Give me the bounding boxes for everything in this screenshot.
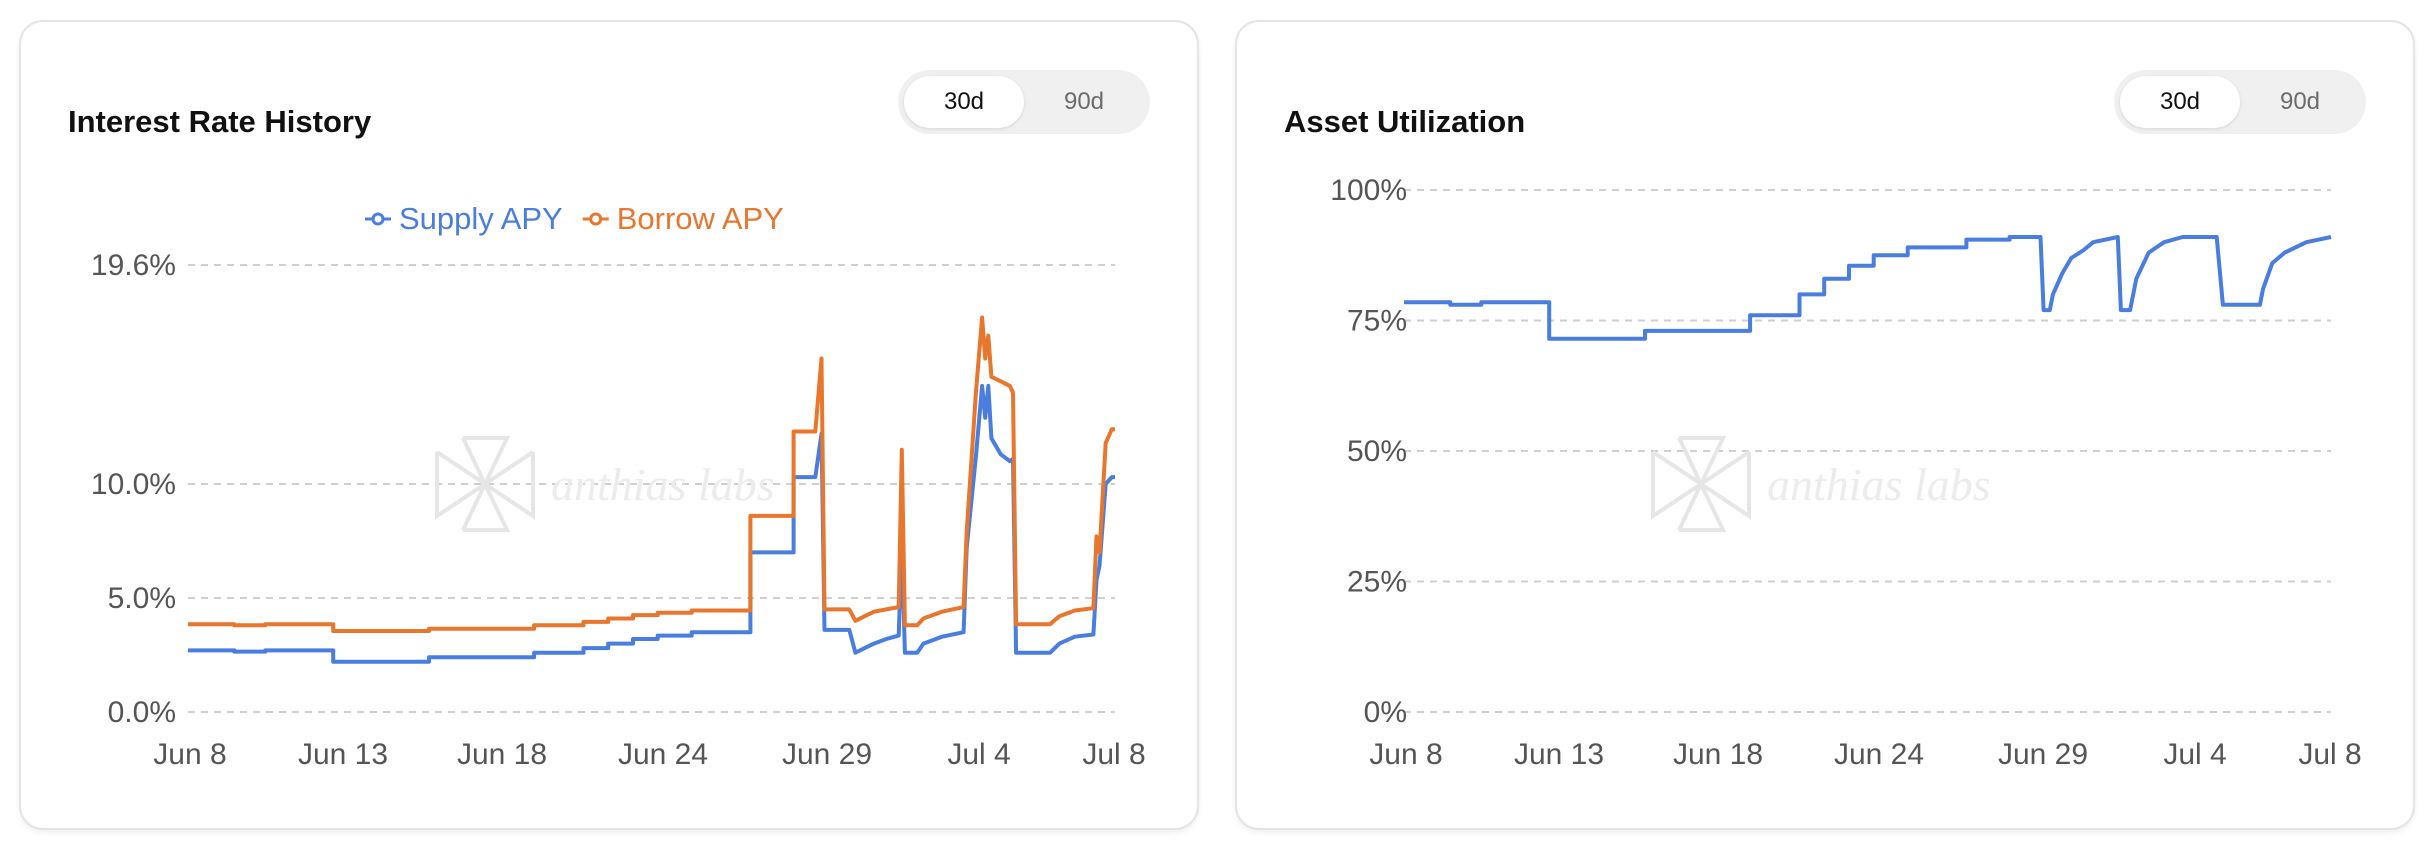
y-tick-label: 50% [1347, 435, 1407, 468]
legend-label: Supply APY [399, 201, 563, 236]
x-tick-label: Jul 8 [2298, 738, 2361, 771]
legend-item-2[interactable]: Borrow APY [582, 201, 784, 236]
x-tick-label: Jun 29 [782, 738, 872, 771]
asset-utilization-title: Asset Utilization [1284, 104, 1526, 139]
x-tick-label: Jun 8 [1369, 738, 1442, 771]
x-tick-label: Jun 24 [618, 738, 708, 771]
interest-rate-chart: 0.0% 5.0% 10.0% 19.6% anthias labs Jun 8 Jun 1… [91, 201, 1146, 771]
toggle-30d-button[interactable]: 30d [904, 76, 1024, 128]
y-tick-label: 75% [1347, 305, 1407, 338]
interest-rate-card: Interest Rate History 30d 90d 0.0% 5.0% 10… [19, 20, 1199, 830]
y-tick-label: 5.0% [108, 582, 176, 615]
toggle-90d-button[interactable]: 90d [2279, 88, 2321, 115]
asset-utilization-range-toggle: 30d 90d [2114, 70, 2366, 134]
y-tick-label: 10.0% [91, 468, 176, 501]
x-tick-label: Jul 4 [947, 738, 1010, 771]
watermark-text: anthias labs [551, 459, 775, 510]
x-tick-label: Jun 18 [1673, 738, 1763, 771]
watermark-text: anthias labs [1767, 459, 1991, 510]
series-line-2 [188, 315, 1115, 633]
y-tick-label: 19.6% [91, 249, 176, 282]
x-tick-label: Jul 4 [2163, 738, 2226, 771]
x-tick-label: Jun 24 [1834, 738, 1924, 771]
watermark-logo [1651, 436, 1751, 532]
x-tick-label: Jun 13 [1514, 738, 1604, 771]
series-line-1 [188, 383, 1115, 664]
series-line-1 [1404, 235, 2332, 341]
x-tick-label: Jun 29 [1998, 738, 2088, 771]
y-tick-label: 0.0% [108, 696, 176, 729]
x-tick-label: Jun 13 [298, 738, 388, 771]
asset-utilization-chart: 0% 25% 50% 75% 100% anthias labs Jun 8 Jun 13 Ju… [1330, 174, 2361, 771]
watermark-logo [435, 436, 535, 532]
legend-item-1[interactable]: Supply APY [365, 201, 563, 236]
x-tick-label: Jun 18 [457, 738, 547, 771]
y-tick-label: 0% [1364, 696, 1407, 729]
asset-utilization-card: Asset Utilization 30d 90d 0% 25% 50% 75% 100… [1235, 20, 2415, 830]
interest-rate-range-toggle: 30d 90d [898, 70, 1150, 134]
x-tick-label: Jul 8 [1082, 738, 1145, 771]
toggle-30d-button[interactable]: 30d [2120, 76, 2240, 128]
y-tick-label: 25% [1347, 566, 1407, 599]
y-tick-label: 100% [1330, 174, 1407, 207]
x-tick-label: Jun 8 [153, 738, 226, 771]
legend-label: Borrow APY [617, 201, 784, 236]
interest-rate-title: Interest Rate History [68, 104, 372, 139]
toggle-90d-button[interactable]: 90d [1063, 88, 1105, 115]
